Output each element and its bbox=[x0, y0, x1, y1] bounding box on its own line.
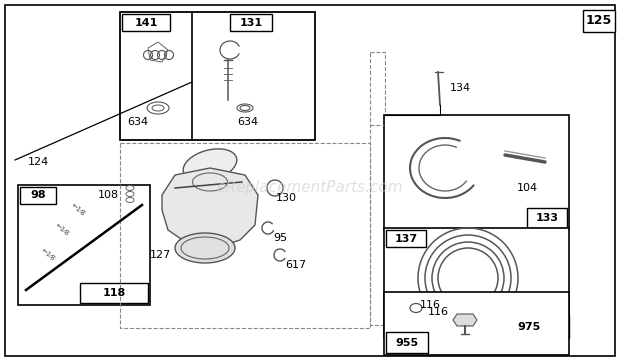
Bar bbox=[120, 12, 315, 140]
Text: 617: 617 bbox=[285, 260, 306, 270]
Bar bbox=[18, 185, 150, 305]
Bar bbox=[80, 283, 148, 303]
Polygon shape bbox=[453, 314, 477, 326]
Text: ←1⁄8: ←1⁄8 bbox=[40, 248, 56, 262]
Text: 116: 116 bbox=[428, 307, 448, 317]
Bar bbox=[230, 14, 272, 31]
Text: 141: 141 bbox=[135, 17, 157, 27]
Text: 124: 124 bbox=[27, 157, 48, 167]
Text: 133: 133 bbox=[536, 213, 559, 223]
Text: 118: 118 bbox=[102, 288, 126, 298]
Bar bbox=[120, 143, 370, 328]
Bar bbox=[384, 115, 569, 230]
Text: 98: 98 bbox=[30, 191, 46, 200]
Bar bbox=[122, 14, 170, 31]
Text: ←1⁄8: ←1⁄8 bbox=[70, 203, 86, 217]
Ellipse shape bbox=[175, 233, 235, 263]
Text: 975: 975 bbox=[518, 322, 541, 331]
Polygon shape bbox=[162, 168, 258, 248]
Bar bbox=[384, 228, 569, 338]
Text: 127: 127 bbox=[149, 250, 170, 260]
Bar bbox=[527, 208, 567, 228]
Text: 104: 104 bbox=[516, 183, 538, 193]
Text: 95: 95 bbox=[273, 233, 287, 243]
Text: 116: 116 bbox=[420, 300, 440, 310]
Text: ←1⁄8: ←1⁄8 bbox=[54, 223, 70, 238]
Text: 131: 131 bbox=[239, 17, 262, 27]
Text: 634: 634 bbox=[237, 117, 259, 127]
Bar bbox=[386, 230, 426, 247]
Bar bbox=[370, 52, 385, 325]
Bar bbox=[386, 332, 428, 353]
Ellipse shape bbox=[183, 149, 237, 181]
Text: 955: 955 bbox=[396, 338, 418, 348]
Text: 634: 634 bbox=[128, 117, 149, 127]
Bar bbox=[490, 315, 569, 338]
Text: eReplacementParts.com: eReplacementParts.com bbox=[216, 180, 404, 195]
Bar bbox=[384, 292, 569, 355]
Text: 137: 137 bbox=[394, 234, 417, 244]
Text: 108: 108 bbox=[97, 190, 118, 200]
Text: 125: 125 bbox=[586, 14, 612, 27]
Bar bbox=[20, 187, 56, 204]
Bar bbox=[583, 10, 615, 32]
Text: 130: 130 bbox=[275, 193, 296, 203]
Text: 134: 134 bbox=[450, 83, 471, 93]
